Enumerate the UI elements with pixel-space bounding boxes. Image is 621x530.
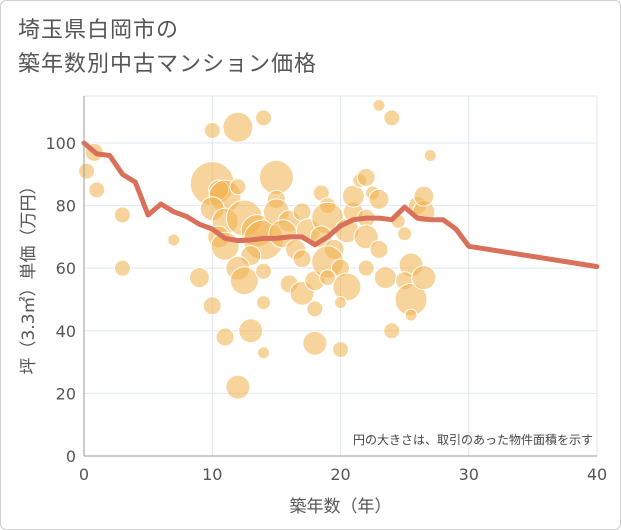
y-tick-40: 40	[56, 322, 76, 341]
bubble-5	[167, 233, 181, 247]
chart-title: 埼玉県白岡市の 築年数別中古マンション価格	[18, 14, 317, 82]
bubble-4	[113, 259, 131, 277]
y-axis-label: 坪（3.3㎡）単価（万円）	[19, 177, 39, 374]
bubble-series	[78, 98, 437, 400]
bubble-28	[238, 318, 264, 344]
bubble-44	[302, 330, 328, 356]
bubble-60	[356, 167, 376, 187]
x-axis-label: 築年数（年）	[290, 497, 392, 517]
bubble-25	[202, 296, 222, 316]
bubble-29	[257, 346, 271, 360]
bubble-54	[332, 272, 362, 302]
bubble-0	[78, 162, 96, 180]
bubble-3	[113, 206, 131, 224]
bubble-69	[383, 109, 401, 127]
bubble-68	[372, 98, 386, 112]
y-tick-80: 80	[56, 197, 76, 216]
bubble-62	[368, 188, 390, 210]
bubble-22	[229, 266, 259, 296]
x-tick-0: 0	[79, 465, 89, 484]
bubble-39	[292, 249, 312, 269]
bubble-55	[334, 296, 347, 310]
title-line-1: 埼玉県白岡市の	[18, 18, 180, 43]
bubble-58	[341, 184, 365, 208]
bubble-70	[383, 322, 401, 340]
bubble-27	[215, 327, 235, 347]
x-tick-10: 10	[202, 465, 222, 484]
bubble-43	[306, 300, 324, 318]
bubble-31	[258, 159, 294, 195]
y-tick-100: 100	[45, 134, 76, 153]
y-tick-20: 20	[56, 384, 76, 403]
axes	[83, 96, 597, 457]
tick-labels: 0 10 20 30 40 0 20 40 60 80 100	[45, 134, 607, 484]
x-tick-30: 30	[459, 465, 479, 484]
bubble-53	[319, 269, 337, 287]
bubble-67	[373, 266, 397, 290]
y-tick-0: 0	[66, 447, 76, 466]
bubble-14	[222, 111, 254, 143]
bubble-2	[88, 181, 106, 199]
bubble-71	[397, 226, 413, 242]
y-tick-60: 60	[56, 259, 76, 278]
bubble-45	[332, 341, 349, 359]
bubble-79	[423, 148, 437, 162]
title-line-2: 築年数別中古マンション価格	[18, 52, 318, 77]
bubble-75	[404, 308, 418, 322]
bubble-15	[255, 109, 273, 127]
bubble-66	[357, 259, 375, 277]
bubble-size-note: 円の大きさは、取引のあった物件面積を示す	[353, 432, 593, 447]
bubble-65	[369, 239, 389, 259]
average-trend-line	[81, 140, 600, 270]
bubble-6	[203, 121, 221, 139]
x-tick-20: 20	[330, 465, 350, 484]
bubble-80	[411, 265, 437, 291]
bubble-23	[188, 267, 210, 289]
bubble-30	[225, 374, 251, 400]
bubble-24	[255, 262, 273, 280]
bubble-78	[413, 185, 435, 207]
bubble-26	[256, 295, 272, 311]
x-tick-40: 40	[587, 465, 607, 484]
bubble-16	[229, 178, 247, 196]
